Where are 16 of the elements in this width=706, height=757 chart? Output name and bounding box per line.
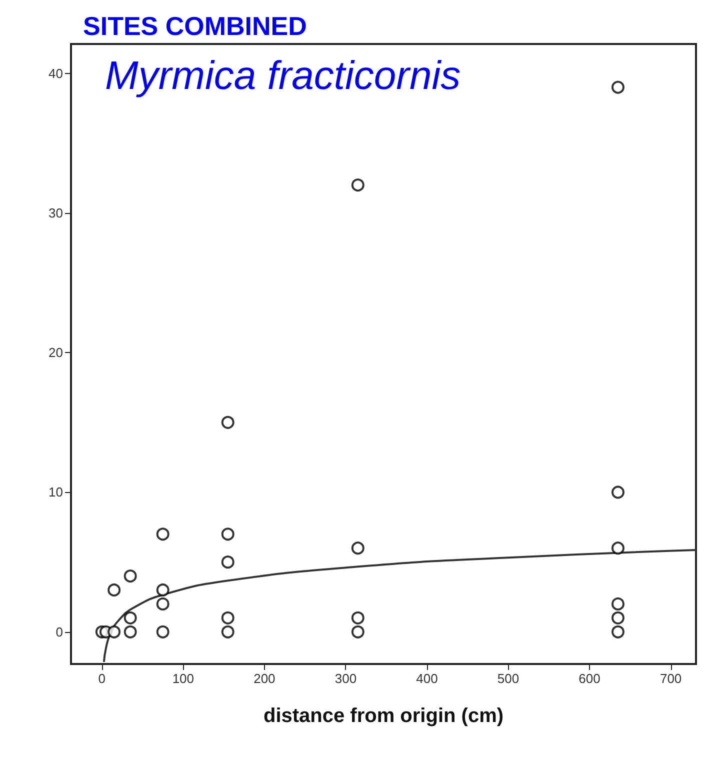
y-tick-label: 30 <box>48 205 63 220</box>
y-tick-label: 0 <box>56 624 63 640</box>
y-tick-label: 40 <box>48 66 63 81</box>
x-tick-label: 700 <box>660 671 682 686</box>
y-tick-label: 20 <box>48 345 63 360</box>
x-tick-label: 0 <box>98 671 106 686</box>
x-tick-label: 200 <box>254 671 276 686</box>
x-tick-label: 600 <box>578 671 600 686</box>
y-tick-label: 10 <box>48 484 63 500</box>
x-tick-label: 500 <box>497 671 520 686</box>
x-tick-label: 100 <box>172 671 194 686</box>
annotation: Myrmica fracticornis <box>105 54 461 98</box>
chart-title: SITES COMBINED <box>83 11 307 41</box>
x-axis-title: distance from origin (cm) <box>263 705 504 727</box>
x-tick-label: 400 <box>416 671 438 686</box>
x-tick-label: 300 <box>334 671 357 686</box>
